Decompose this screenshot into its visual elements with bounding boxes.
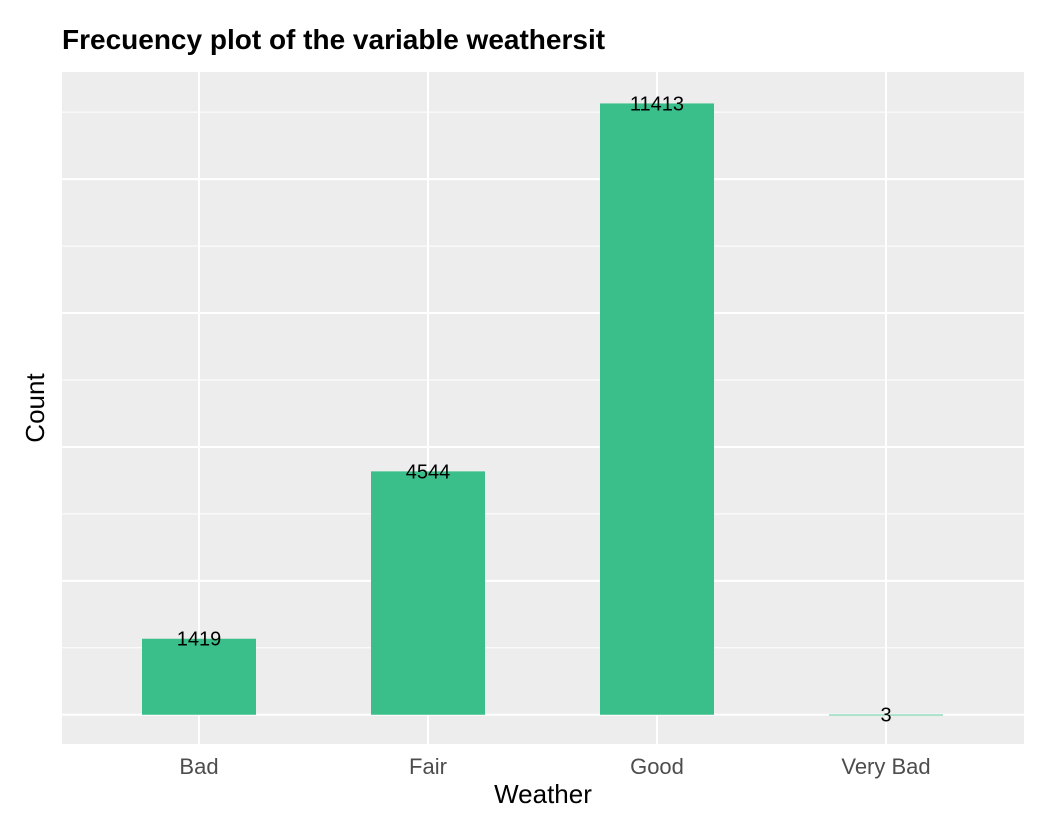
value-labels: 1419 4544 11413 3 [177,93,892,726]
bar-good [600,103,714,715]
bars [142,103,943,716]
x-tick-label: Bad [179,754,218,779]
x-tick-label: Fair [409,754,447,779]
chart-title: Frecuency plot of the variable weathersi… [62,24,606,55]
value-label: 3 [880,705,891,727]
bar-very-bad [829,714,943,716]
x-tick-label: Very Bad [841,754,930,779]
plot-panel [62,72,1024,744]
y-axis-title: Count [20,373,50,443]
x-tick-labels: Bad Fair Good Very Bad [179,754,930,779]
bar-bad [142,638,256,715]
value-label: 11413 [630,93,684,115]
value-label: 4544 [406,461,451,483]
bar-fair [371,471,485,715]
x-tick-label: Good [630,754,684,779]
value-label: 1419 [177,629,222,651]
x-axis-title: Weather [494,779,592,809]
